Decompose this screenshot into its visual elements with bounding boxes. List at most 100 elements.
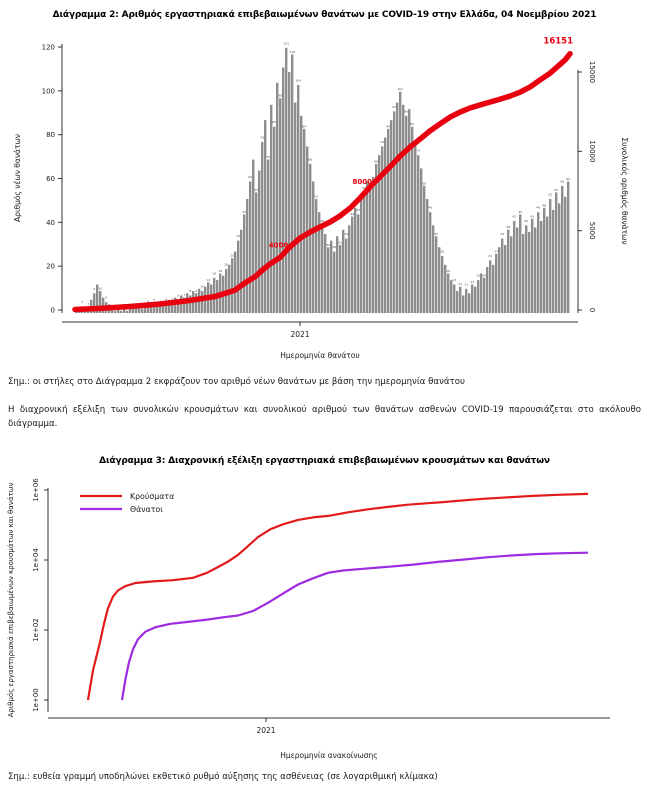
bar [363, 190, 366, 314]
chart2-axes [58, 44, 582, 326]
bar-label: 31 [338, 241, 342, 245]
bar [522, 234, 525, 314]
bar [291, 54, 294, 314]
bar-label: 4 [153, 298, 155, 302]
chart2: 0 20 40 60 80 100 120 0 5000 10000 15000 2021 Ημερομ… [13, 37, 629, 360]
bar-label: 70 [266, 155, 270, 159]
bar-label: 6 [177, 293, 179, 297]
bar-label: 3 [81, 300, 83, 304]
bar [255, 192, 258, 314]
bar-label: 30 [326, 243, 330, 247]
bar [114, 310, 117, 314]
chart3-ytick: 1e+00 [32, 688, 40, 712]
bar-label: 9 [93, 287, 95, 291]
bar-label: 45 [356, 208, 360, 212]
bar [561, 185, 564, 314]
bar [486, 266, 489, 314]
bar-label: 5 [105, 296, 107, 300]
bar [513, 220, 516, 314]
chart3-xtick: 2021 [256, 726, 275, 735]
bar [357, 214, 360, 314]
bar [567, 181, 570, 314]
bar [240, 229, 243, 314]
bar-label: 92 [392, 105, 396, 109]
bar [408, 109, 411, 314]
bar [432, 225, 435, 314]
bar-label: 35 [434, 232, 438, 236]
bar-label: 52 [314, 195, 318, 199]
bar [435, 236, 438, 314]
bar [261, 142, 264, 314]
bar [324, 234, 327, 314]
bar-label: 48 [542, 203, 546, 207]
chart2-xlabel: Ημερομηνία θανάτου [280, 351, 360, 360]
bar [270, 104, 273, 314]
bar [141, 308, 144, 314]
bar [258, 170, 261, 314]
bar [423, 185, 426, 314]
bar [450, 280, 453, 314]
bar [156, 306, 159, 314]
chart2-xtick: 2021 [290, 330, 309, 339]
bar [564, 196, 567, 314]
chart2-ytick-right: 5000 [588, 222, 596, 240]
bar [462, 295, 465, 314]
bar [453, 284, 456, 314]
cumulative-line [72, 50, 573, 313]
bar-label: 10 [200, 285, 204, 289]
bar [378, 155, 381, 314]
bar [297, 85, 300, 314]
bar [195, 293, 198, 314]
bar [282, 67, 285, 314]
bar-label: 16 [212, 271, 216, 275]
bar [120, 310, 123, 314]
bar [309, 163, 312, 314]
bar [339, 245, 342, 314]
bar-label: 18 [446, 269, 450, 273]
bar [234, 251, 237, 314]
bar [126, 310, 129, 314]
chart3-title: Διάγραμμα 3: Διαχρονική εξέλιξη εργαστηρ… [99, 456, 550, 466]
cumulative-milestone-label: 8000 [352, 178, 372, 186]
bar-label: 34 [500, 232, 504, 236]
bar [300, 115, 303, 314]
bar [552, 209, 555, 314]
bar [354, 207, 357, 314]
bar-label: 104 [295, 79, 301, 83]
chart2-ytick-right: 0 [588, 308, 596, 312]
bar [123, 308, 126, 314]
bar-label: 10 [98, 287, 102, 291]
chart2-title: Διάγραμμα 2: Αριθμός εργαστηριακά επιβεβ… [52, 10, 597, 20]
bar [483, 277, 486, 314]
legend-label: Κρούσματα [130, 492, 174, 501]
bar-label: 25 [230, 254, 234, 258]
bar [366, 181, 369, 314]
bar-label: 20 [224, 263, 228, 267]
bar-label: 34 [344, 232, 348, 236]
bar-label: 121 [283, 41, 289, 45]
bar-label: 14 [206, 278, 210, 282]
bar [117, 308, 120, 314]
bar [507, 229, 510, 314]
bar [342, 229, 345, 314]
bar [519, 214, 522, 314]
bar [375, 163, 378, 314]
bar [201, 291, 204, 314]
bar [303, 128, 306, 314]
bar [312, 181, 315, 314]
bar-label: 98 [278, 94, 282, 98]
legend-label: Θάνατοι [130, 505, 163, 514]
bar [543, 207, 546, 314]
bar [153, 304, 156, 314]
series-line-Θάνατοι [120, 551, 589, 701]
bar [288, 71, 291, 314]
bar [549, 199, 552, 314]
bar-label: 90 [404, 109, 408, 113]
bar [393, 111, 396, 314]
bar-label: 24 [488, 254, 492, 258]
bar-label: 45 [242, 210, 246, 214]
bar [501, 238, 504, 314]
series-line-Κρούσματα [86, 492, 589, 701]
bar [495, 253, 498, 314]
bar [99, 291, 102, 314]
